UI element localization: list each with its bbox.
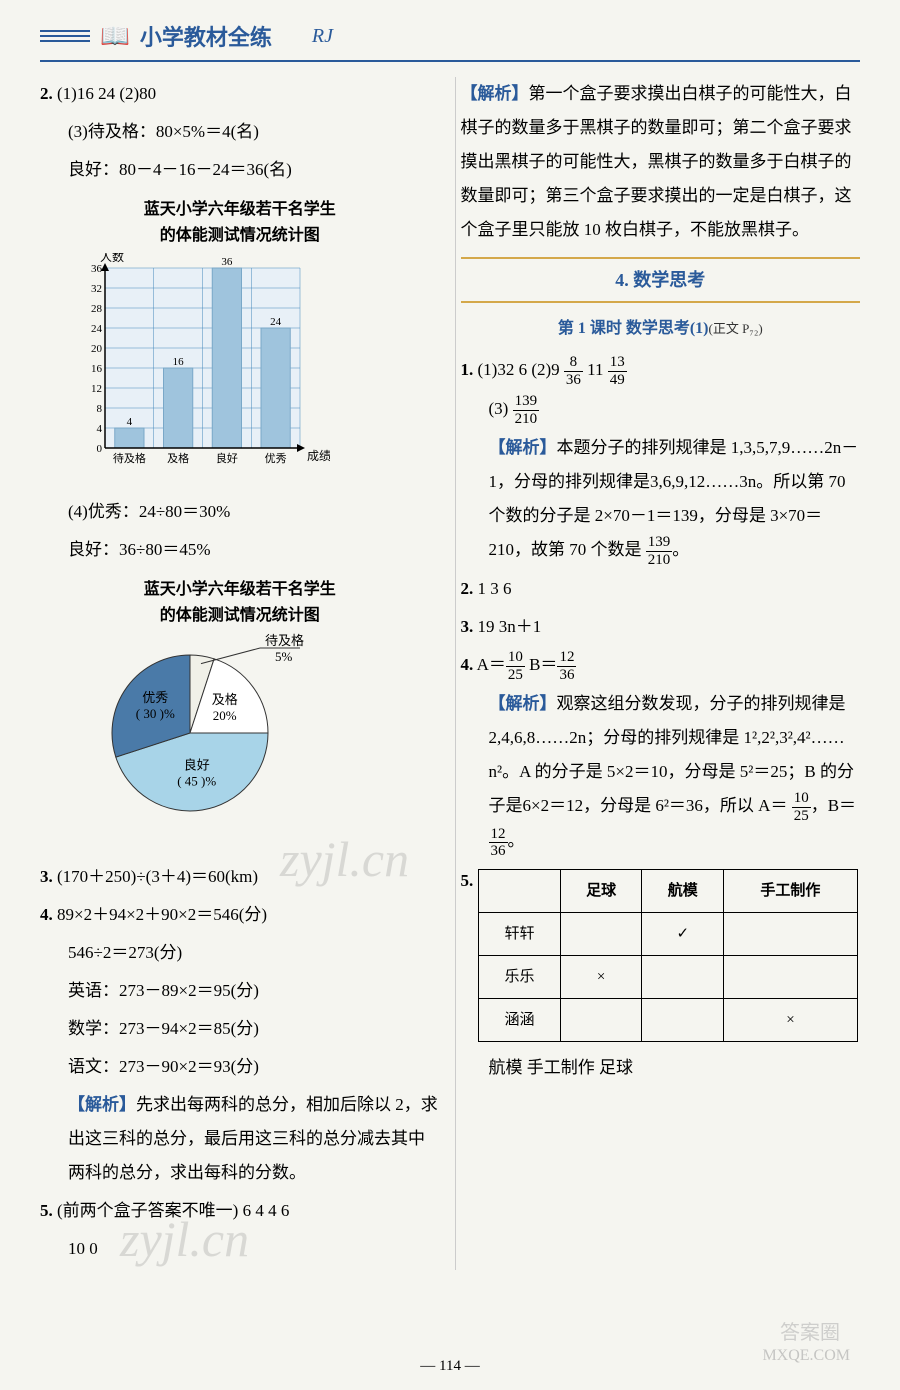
analysis-label: 【解析】: [489, 694, 557, 713]
svg-text:( 30 )%: ( 30 )%: [136, 706, 175, 721]
q2-num: 2.: [40, 84, 53, 103]
q4-l3: 英语：273－89×2＝95(分): [40, 974, 440, 1008]
rq1-p1: (1)32 6 (2)9: [478, 360, 560, 379]
q2-part4: (4)优秀：24÷80＝30%: [40, 495, 440, 529]
svg-text:20%: 20%: [213, 708, 237, 723]
svg-text:12: 12: [91, 383, 102, 395]
header-decoration: [40, 30, 90, 42]
q4-l4: 数学：273－94×2＝85(分): [40, 1012, 440, 1046]
right-column: 【解析】第一个盒子要求摸出白棋子的可能性大，白棋子的数量多于黑棋子的数量即可；第…: [455, 77, 861, 1270]
rq3-text: 19 3n＋1: [478, 617, 542, 636]
rq3-num: 3.: [461, 617, 474, 636]
q5-num: 5.: [40, 1201, 53, 1220]
top-analysis-text: 第一个盒子要求摸出白棋子的可能性大，白棋子的数量多于黑棋子的数量即可；第二个盒子…: [461, 84, 852, 239]
q2-part3: (3)待及格：80×5%＝4(名): [40, 115, 440, 149]
svg-text:32: 32: [91, 283, 102, 295]
svg-text:良好: 良好: [216, 451, 238, 465]
svg-text:待及格: 待及格: [113, 451, 146, 465]
fraction: 1236: [557, 649, 576, 683]
answer-badge: 答案圈: [780, 1316, 840, 1345]
svg-text:36: 36: [91, 263, 103, 275]
svg-text:( 45 )%: ( 45 )%: [177, 774, 216, 789]
analysis-label: 【解析】: [461, 84, 529, 103]
svg-text:成绩: 成绩: [307, 449, 330, 463]
analysis-label: 【解析】: [68, 1095, 136, 1114]
svg-text:16: 16: [173, 356, 185, 368]
fraction: 139210: [646, 534, 673, 568]
q4-analysis: 【解析】先求出每两科的总分，相加后除以 2，求出这三科的总分，最后用这三科的总分…: [40, 1088, 440, 1190]
svg-text:待及格: 待及格: [265, 633, 304, 648]
q5-l2: 10 0: [40, 1232, 440, 1266]
svg-text:5%: 5%: [275, 649, 293, 664]
q3-text: (170＋250)÷(3＋4)＝60(km): [57, 867, 258, 886]
pie-chart: 良好( 45 )% 优秀( 30 )% 待及格5% 及格20%: [90, 633, 320, 845]
svg-text:8: 8: [97, 403, 103, 415]
top-analysis: 【解析】第一个盒子要求摸出白棋子的可能性大，白棋子的数量多于黑棋子的数量即可；第…: [461, 77, 861, 247]
rq5-num: 5.: [461, 864, 474, 898]
chart2-title-l1: 蓝天小学六年级若干名学生: [40, 577, 440, 603]
q5-table: 足球航模手工制作轩轩✓乐乐×涵涵×: [478, 869, 858, 1042]
analysis-label: 【解析】: [489, 438, 557, 457]
rq1-analysis: 【解析】本题分子的排列规律是 1,3,5,7,9……2n－1，分母的排列规律是3…: [461, 431, 861, 568]
book-icon: 📖: [100, 22, 130, 51]
q2-good: 良好：80－4－16－24＝36(名): [40, 153, 440, 187]
rq1-mid: 11: [587, 360, 603, 379]
watermark-bottom: MXQE.COM: [762, 1347, 850, 1365]
svg-text:24: 24: [91, 323, 103, 335]
svg-text:0: 0: [97, 443, 103, 455]
chart1-title-l1: 蓝天小学六年级若干名学生: [40, 197, 440, 223]
chart2-title-l2: 的体能测试情况统计图: [40, 603, 440, 629]
bar-chart: 0 4 8 12 16 20 24 28 32 36 4 待及格 16 及格 36 良好 24 优秀 人数成绩: [70, 253, 330, 485]
q4-l1: 89×2＋94×2＋90×2＝546(分): [57, 905, 267, 924]
svg-text:36: 36: [221, 256, 233, 268]
svg-text:及格: 及格: [167, 451, 189, 465]
header-title: 小学教材全练: [140, 20, 272, 52]
section-4-title: 4. 数学思考: [461, 257, 861, 303]
rq2-num: 2.: [461, 579, 474, 598]
q4-l2: 546÷2＝273(分): [40, 936, 440, 970]
lesson-1-title: 第 1 课时 数学思考(1)(正文 P₇₂): [461, 313, 861, 345]
svg-text:优秀: 优秀: [265, 452, 287, 465]
q5-text: (前两个盒子答案不唯一) 6 4 4 6: [57, 1201, 289, 1220]
svg-text:28: 28: [91, 303, 103, 315]
svg-text:24: 24: [270, 316, 282, 328]
svg-text:4: 4: [97, 423, 103, 435]
rq1-num: 1.: [461, 360, 474, 379]
fraction: 1236: [489, 826, 508, 860]
lesson-title-text: 第 1 课时 数学思考(1): [558, 320, 709, 337]
q2-good2: 良好：36÷80＝45%: [40, 533, 440, 567]
fraction: 139210: [513, 393, 540, 427]
page-header: 📖 小学教材全练 RJ: [40, 20, 860, 62]
svg-text:20: 20: [91, 343, 103, 355]
rq1-p3: (3) 139210: [461, 392, 861, 427]
rq2-text: 1 3 6: [478, 579, 512, 598]
svg-text:16: 16: [91, 363, 103, 375]
header-subtitle: RJ: [312, 25, 333, 48]
svg-text:及格: 及格: [212, 692, 238, 707]
left-column: 2. (1)16 24 (2)80 (3)待及格：80×5%＝4(名) 良好：8…: [40, 77, 445, 1270]
pie-chart-title: 蓝天小学六年级若干名学生 的体能测试情况统计图: [40, 577, 440, 628]
fraction: 836: [564, 354, 583, 388]
bar-chart-title: 蓝天小学六年级若干名学生 的体能测试情况统计图: [40, 197, 440, 248]
svg-text:4: 4: [127, 416, 133, 428]
chart1-title-l2: 的体能测试情况统计图: [40, 223, 440, 249]
rq5-bottom: 航模 手工制作 足球: [461, 1051, 861, 1085]
q4-num: 4.: [40, 905, 53, 924]
rq4-analysis: 【解析】观察这组分数发现，分子的排列规律是 2,4,6,8……2n；分母的排列规…: [461, 687, 861, 859]
q4-l5: 语文：273－90×2＝93(分): [40, 1050, 440, 1084]
svg-text:优秀: 优秀: [142, 690, 168, 705]
lesson-ref: (正文 P₇₂): [708, 321, 762, 336]
rq4-num: 4.: [461, 655, 474, 674]
fraction: 1025: [792, 790, 811, 824]
svg-text:人数: 人数: [100, 253, 124, 264]
q3-num: 3.: [40, 867, 53, 886]
q2-part1: (1)16 24 (2)80: [57, 84, 156, 103]
svg-text:良好: 良好: [184, 758, 210, 773]
fraction: 1349: [608, 354, 627, 388]
r-q1: 1. (1)32 6 (2)9 836 11 1349: [461, 353, 861, 388]
fraction: 1025: [506, 649, 525, 683]
rq4: 4. A＝1025 B＝1236: [461, 648, 861, 683]
page-number: — 114 —: [420, 1358, 479, 1375]
